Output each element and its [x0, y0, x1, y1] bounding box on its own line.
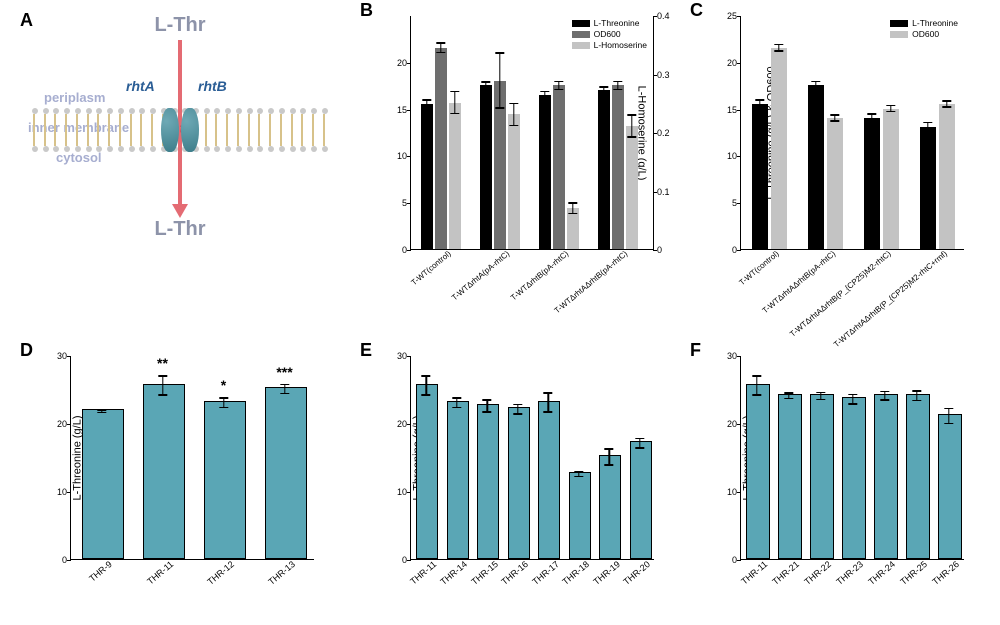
panel-e: 0102030L-Threonine (g/L)THR-11THR-14THR-… [370, 350, 660, 600]
panel-d: 0102030L-Threonine (g/L)THR-9**THR-11*TH… [30, 350, 320, 600]
gene-rhta-label: rhtA [126, 78, 155, 94]
periplasm-label: periplasm [44, 90, 105, 105]
panel-c: 0510152025L-Threonine (g/L) & OD600L-Thr… [700, 10, 970, 290]
panel-f: 0102030L-Threonine (g/L)THR-11THR-21THR-… [700, 350, 970, 600]
cytosol-label: cytosol [56, 150, 102, 165]
figure: A L-Thr L-Thr rhtA rhtB rhtC periplasm i… [0, 0, 1000, 625]
transporter-pore-icon [165, 108, 195, 152]
panel-b: 05101520L-Threonine (g/L) & OD60000.10.2… [370, 10, 660, 290]
membrane-icon [30, 108, 330, 152]
label-l-thr-top: L-Thr [154, 14, 205, 37]
gene-rhtb-label: rhtB [198, 78, 227, 94]
panel-a: L-Thr L-Thr rhtA rhtB rhtC periplasm inn… [30, 20, 330, 290]
